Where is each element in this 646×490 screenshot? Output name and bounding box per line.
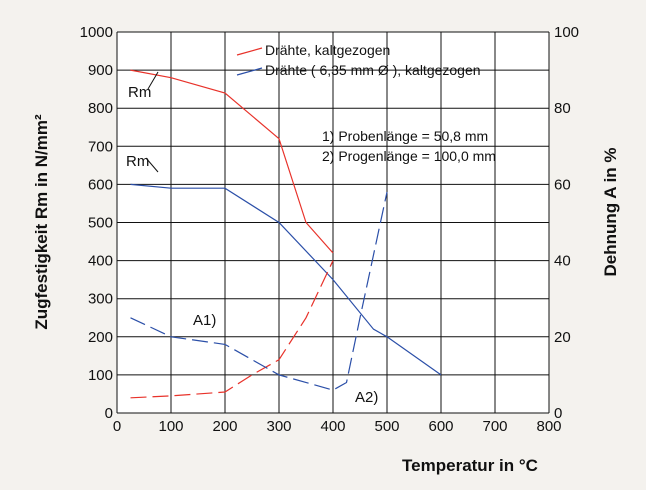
legend-entry: Drähte ( 6,35 mm Ø ), kaltgezogen — [265, 62, 481, 78]
x-tick-label: 500 — [374, 418, 399, 435]
series-line-rm-red — [130, 69, 334, 254]
y-tick-label-left: 400 — [88, 253, 113, 270]
legend: Drähte, kaltgezogen Drähte ( 6,35 mm Ø ),… — [236, 42, 481, 78]
y-tick-label-left: 500 — [88, 215, 113, 232]
x-tick-label: 400 — [320, 418, 345, 435]
legend-swatch — [236, 67, 263, 76]
y-tick-label-right: 60 — [554, 176, 571, 193]
y-tick-label-right: 80 — [554, 100, 571, 117]
x-axis-label: Temperatur in °C — [402, 456, 538, 475]
y-axis-label-right: Dehnung A in % — [601, 147, 620, 276]
y-tick-label-left: 200 — [88, 329, 113, 346]
y-tick-label-left: 600 — [88, 176, 113, 193]
y-tick-label-right: 100 — [554, 24, 579, 41]
x-tick-label: 300 — [266, 418, 291, 435]
label-a2: A2) — [355, 389, 378, 406]
y-tick-label-left: 1000 — [80, 24, 113, 41]
series-line-dehnung-red — [130, 260, 334, 399]
y-tick-label-right: 40 — [554, 253, 571, 270]
y-tick-label-left: 100 — [88, 367, 113, 384]
leader-line-rm-blue — [145, 157, 159, 173]
x-tick-label: 800 — [536, 418, 561, 435]
y-tick-label-left: 900 — [88, 62, 113, 79]
note-probenlaenge-2: 2) Progenlänge = 100,0 mm — [322, 148, 496, 164]
y-tick-label-left: 0 — [105, 405, 113, 422]
y-tick-label-left: 700 — [88, 138, 113, 155]
tick-labels: 0 100 200 300 400 500 600 700 800010020030040050… — [80, 24, 579, 435]
y-tick-label-right: 0 — [554, 405, 562, 422]
series-line-rm-blue — [130, 183, 442, 376]
leader-line-rm-red — [147, 71, 159, 90]
series-line-dehnung-blue — [130, 191, 388, 391]
label-a1: A1) — [193, 312, 216, 329]
y-tick-label-right: 20 — [554, 329, 571, 346]
x-tick-label: 600 — [428, 418, 453, 435]
y-tick-label-left: 800 — [88, 100, 113, 117]
note-probenlaenge-1: 1) Probenlänge = 50,8 mm — [322, 128, 488, 144]
x-tick-label: 200 — [212, 418, 237, 435]
x-tick-label: 700 — [482, 418, 507, 435]
series-layer — [130, 69, 442, 399]
x-tick-label: 100 — [158, 418, 183, 435]
legend-entry: Drähte, kaltgezogen — [265, 42, 390, 58]
legend-swatch — [236, 47, 263, 56]
grid — [116, 31, 550, 414]
y-tick-label-left: 300 — [88, 291, 113, 308]
label-rm-blue: Rm — [126, 153, 149, 170]
x-tick-label: 0 — [113, 418, 121, 435]
label-rm-red: Rm — [128, 84, 151, 101]
y-axis-label-left: Zugfestigkeit Rm in N/mm² — [32, 114, 51, 330]
